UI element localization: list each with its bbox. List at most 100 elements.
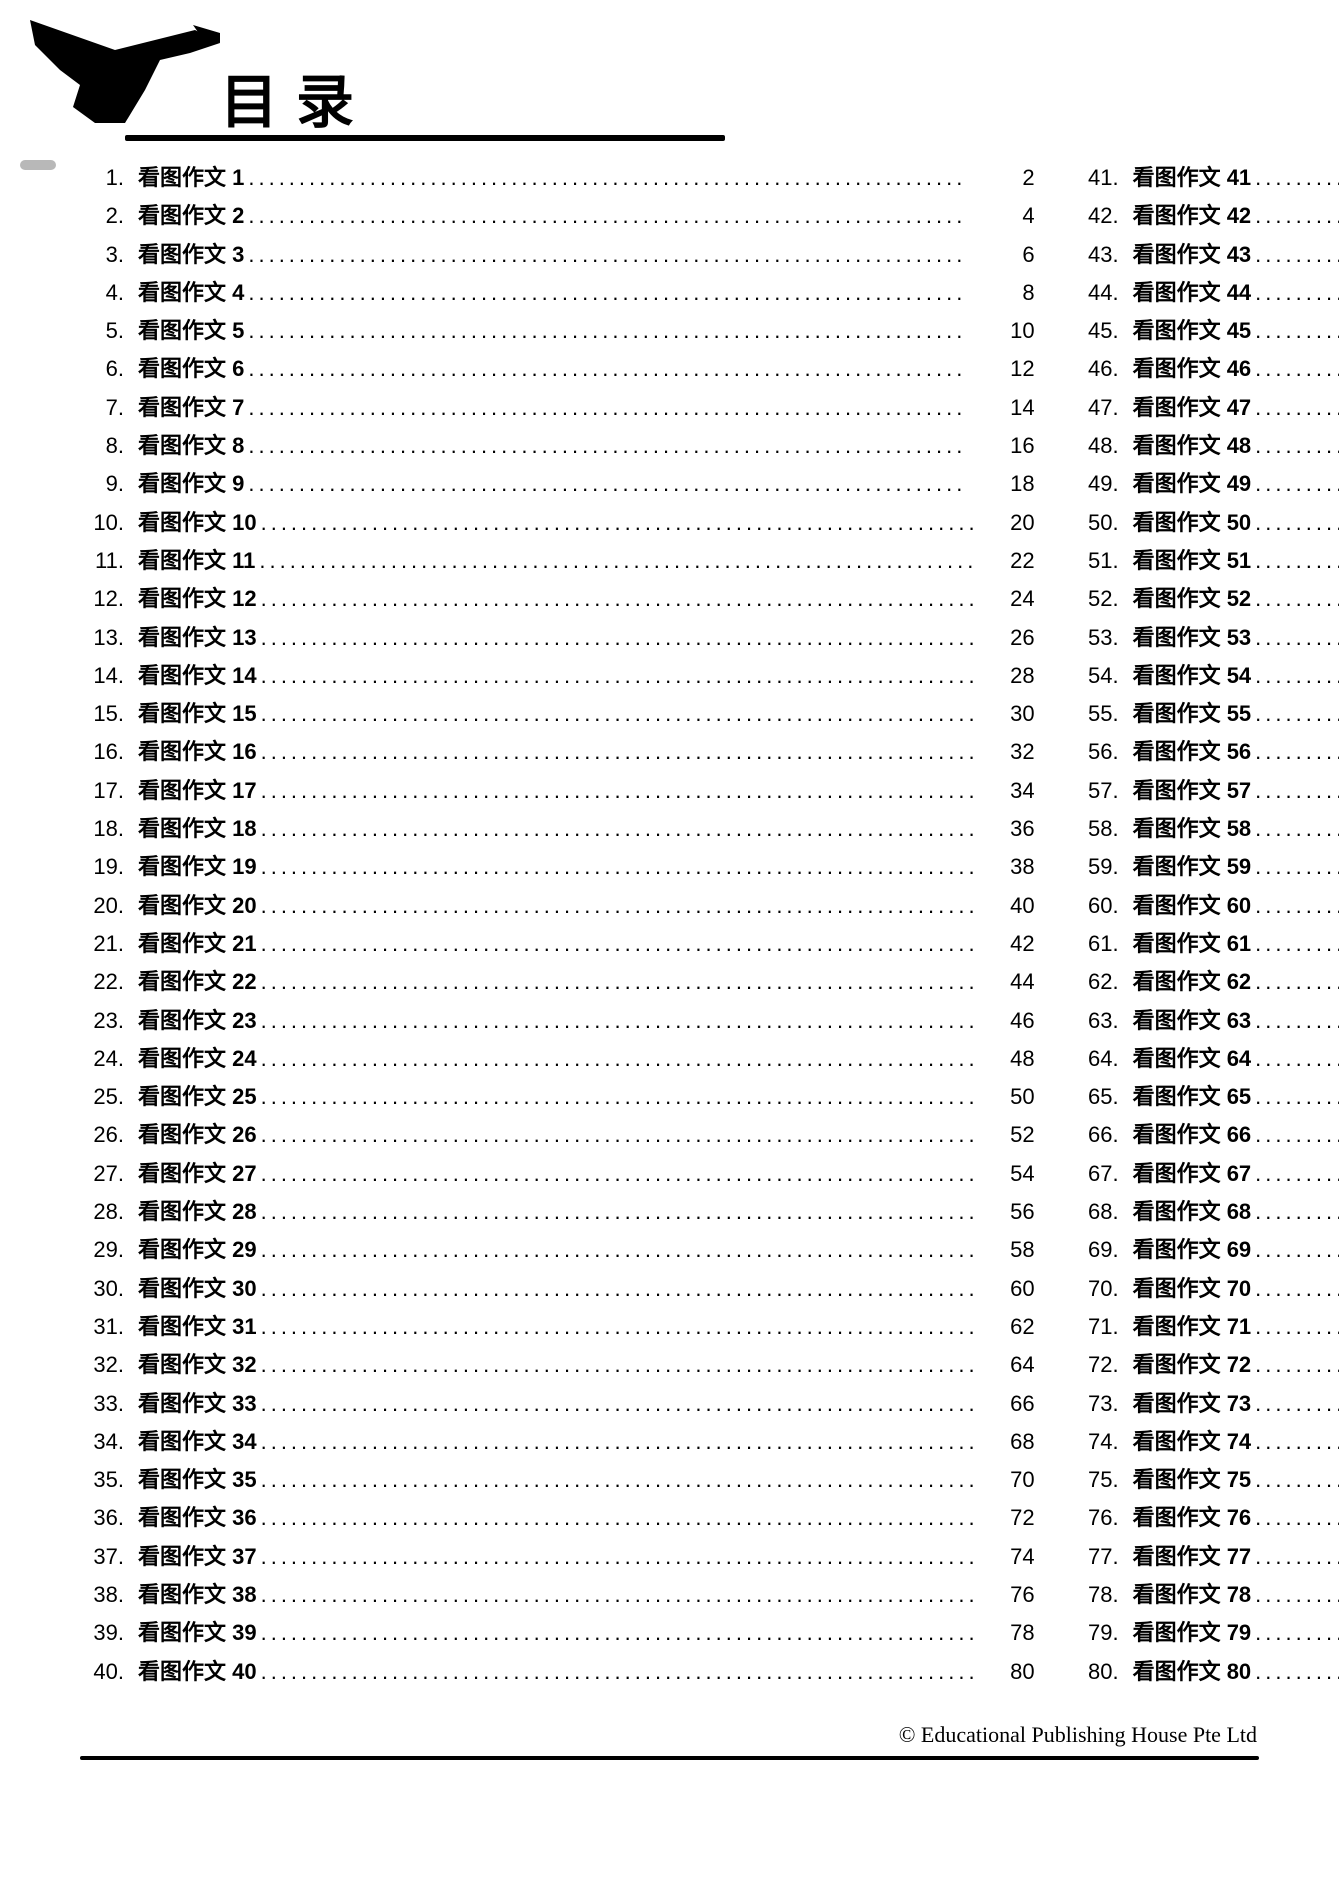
toc-row-number: 52. [1075, 586, 1133, 612]
toc-row-leader [1251, 854, 1339, 880]
toc-row-leader [1251, 586, 1339, 612]
toc-row-leader [257, 1582, 983, 1608]
toc-row-label: 看图作文 74 [1133, 1424, 1252, 1456]
toc-row-page: 76 [983, 1582, 1035, 1608]
toc-row-label: 看图作文 10 [138, 505, 257, 537]
toc-row-label: 看图作文 54 [1133, 658, 1252, 690]
toc-row-leader [1251, 395, 1339, 421]
toc-row-label: 看图作文 59 [1133, 849, 1252, 881]
toc-row-label: 看图作文 32 [138, 1347, 257, 1379]
toc-row-number: 37. [80, 1544, 138, 1570]
toc-row-label: 看图作文 79 [1133, 1615, 1252, 1647]
toc-row-number: 78. [1075, 1582, 1133, 1608]
toc-row: 4.看图作文 48 [80, 275, 1035, 313]
toc-row: 54.看图作文 54108 [1075, 658, 1339, 696]
toc-row-label: 看图作文 38 [138, 1577, 257, 1609]
toc-row-number: 27. [80, 1161, 138, 1187]
toc-row: 12.看图作文 12 24 [80, 581, 1035, 619]
toc-row: 10.看图作文 1020 [80, 505, 1035, 543]
toc-row: 11.看图作文 1122 [80, 543, 1035, 581]
toc-row-label: 看图作文 24 [138, 1041, 257, 1073]
toc-row-leader [257, 893, 983, 919]
toc-row: 48.看图作文 4896 [1075, 428, 1339, 466]
toc-row-leader [1251, 739, 1339, 765]
toc-row-leader [244, 433, 982, 459]
toc-row-page: 74 [983, 1544, 1035, 1570]
toc-row-label: 看图作文 48 [1133, 428, 1252, 460]
toc-row-label: 看图作文 61 [1133, 926, 1252, 958]
toc-row-page: 38 [983, 854, 1035, 880]
toc-row-leader [1251, 701, 1339, 727]
toc-row-page: 18 [983, 471, 1035, 497]
toc-row-leader [257, 1161, 983, 1187]
toc-row-number: 45. [1075, 318, 1133, 344]
toc-row-number: 34. [80, 1429, 138, 1455]
toc-row-leader [1251, 1505, 1339, 1531]
toc-row-page: 54 [983, 1161, 1035, 1187]
toc-row-page: 80 [983, 1659, 1035, 1685]
toc-row: 6.看图作文 612 [80, 351, 1035, 389]
toc-row: 36.看图作文 3672 [80, 1500, 1035, 1538]
toc-row: 73.看图作文 73146 [1075, 1386, 1339, 1424]
toc-row-leader [257, 778, 983, 804]
toc-row: 37.看图作文 3774 [80, 1539, 1035, 1577]
toc-row-label: 看图作文 40 [138, 1654, 257, 1686]
toc-row-page: 24 [983, 586, 1035, 612]
toc-row-label: 看图作文 22 [138, 964, 257, 996]
toc-row: 33.看图作文 3366 [80, 1386, 1035, 1424]
toc-row-label: 看图作文 36 [138, 1500, 257, 1532]
toc-row: 40.看图作文 4080 [80, 1654, 1035, 1692]
toc-row: 5.看图作文 510 [80, 313, 1035, 351]
toc-row: 17.看图作文 1734 [80, 773, 1035, 811]
toc-row-leader [244, 203, 982, 229]
toc-row-label: 看图作文 63 [1133, 1003, 1252, 1035]
toc-row-label: 看图作文 68 [1133, 1194, 1252, 1226]
toc-row-leader [1251, 242, 1339, 268]
toc-row: 65.看图作文 65130 [1075, 1079, 1339, 1117]
toc-row-label: 看图作文 43 [1133, 237, 1252, 269]
toc-row: 58.看图作文 58116 [1075, 811, 1339, 849]
toc-row: 77.看图作文 77154 [1075, 1539, 1339, 1577]
toc-row: 34.看图作文 3468 [80, 1424, 1035, 1462]
toc-row-leader [1251, 816, 1339, 842]
toc-row: 69.看图作文 69138 [1075, 1232, 1339, 1270]
toc-row-page: 30 [983, 701, 1035, 727]
toc-row: 29.看图作文 2958 [80, 1232, 1035, 1270]
toc-row-label: 看图作文 49 [1133, 466, 1252, 498]
toc-row-label: 看图作文 39 [138, 1615, 257, 1647]
toc-row-page: 64 [983, 1352, 1035, 1378]
toc-row-label: 看图作文 26 [138, 1117, 257, 1149]
toc-row-page: 50 [983, 1084, 1035, 1110]
toc-page: 目录 1.看图作文 122.看图作文 243.看图作文 364.看图作文 485… [0, 0, 1339, 1890]
toc-row-number: 23. [80, 1008, 138, 1034]
toc-row-label: 看图作文 66 [1133, 1117, 1252, 1149]
toc-row-page: 70 [983, 1467, 1035, 1493]
toc-row-number: 68. [1075, 1199, 1133, 1225]
toc-row-number: 77. [1075, 1544, 1133, 1570]
toc-row-page: 46 [983, 1008, 1035, 1034]
toc-row-number: 12. [80, 586, 138, 612]
toc-row: 71.看图作文 71142 [1075, 1309, 1339, 1347]
toc-row-label: 看图作文 12 [138, 581, 257, 613]
toc-row-number: 2. [80, 203, 138, 229]
toc-row: 23.看图作文 2346 [80, 1003, 1035, 1041]
toc-row-number: 19. [80, 854, 138, 880]
toc-row: 51.看图作文 51102 [1075, 543, 1339, 581]
toc-row-leader [1251, 1467, 1339, 1493]
toc-row-number: 26. [80, 1122, 138, 1148]
page-header: 目录 [80, 0, 1259, 150]
toc-row-leader [1251, 1008, 1339, 1034]
toc-row: 63.看图作文 63126 [1075, 1003, 1339, 1041]
toc-row-page: 72 [983, 1505, 1035, 1531]
toc-row-label: 看图作文 17 [138, 773, 257, 805]
toc-row-label: 看图作文 46 [1133, 351, 1252, 383]
toc-row-label: 看图作文 14 [138, 658, 257, 690]
toc-row-number: 33. [80, 1391, 138, 1417]
toc-row: 39.看图作文 3978 [80, 1615, 1035, 1653]
toc-row-number: 4. [80, 280, 138, 306]
toc-row: 31.看图作文 3162 [80, 1309, 1035, 1347]
toc-row-page: 42 [983, 931, 1035, 957]
toc-row-leader [1251, 165, 1339, 191]
toc-row-page: 26 [983, 625, 1035, 651]
toc-row-number: 58. [1075, 816, 1133, 842]
